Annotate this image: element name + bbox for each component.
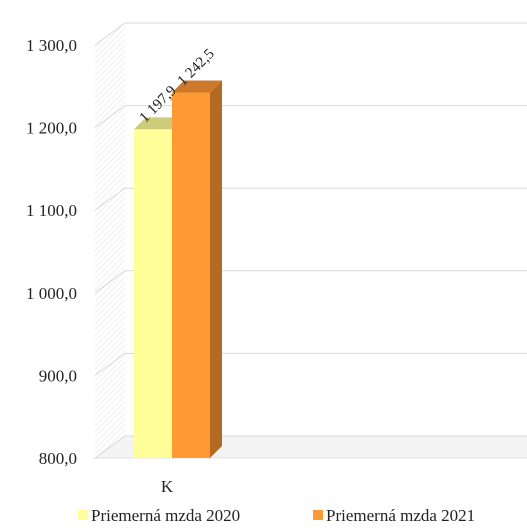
gridline — [94, 22, 527, 46]
bar — [134, 129, 172, 458]
gridlines — [94, 22, 527, 459]
gridline — [94, 435, 527, 459]
legend-item-2021: Priemerná mzda 2021 — [313, 506, 475, 526]
gridline — [94, 187, 527, 211]
gridline — [94, 270, 527, 294]
gridline — [94, 352, 527, 376]
y-tick-label: 1 200,0 — [26, 119, 77, 138]
y-axis-tick-labels: 800,0 900,0 1 000,0 1 100,0 1 200,0 1 300,0 — [26, 36, 77, 468]
y-tick-label: 800,0 — [39, 449, 77, 468]
legend: Priemerná mzda 2020 Priemerná mzda 2021 — [0, 506, 527, 528]
bar-side — [210, 80, 222, 459]
legend-item-2020: Priemerná mzda 2020 — [78, 506, 240, 526]
legend-label-2021: Priemerná mzda 2021 — [326, 506, 476, 525]
y-tick-label: 1 300,0 — [26, 36, 77, 55]
bar — [172, 92, 210, 459]
legend-swatch-2020 — [78, 510, 88, 520]
bar-top — [172, 80, 222, 93]
y-tick-label: 900,0 — [39, 366, 77, 385]
x-axis-tick-labels: K — [161, 477, 174, 496]
y-tick-label: 1 100,0 — [26, 201, 77, 220]
x-tick-label: K — [161, 477, 174, 496]
y-tick-label: 1 000,0 — [26, 284, 77, 303]
side-wall — [95, 23, 125, 458]
gridline — [94, 105, 527, 129]
bars — [134, 80, 222, 459]
legend-label-2020: Priemerná mzda 2020 — [91, 506, 241, 525]
bar-top — [134, 117, 184, 130]
legend-swatch-2021 — [313, 510, 323, 520]
